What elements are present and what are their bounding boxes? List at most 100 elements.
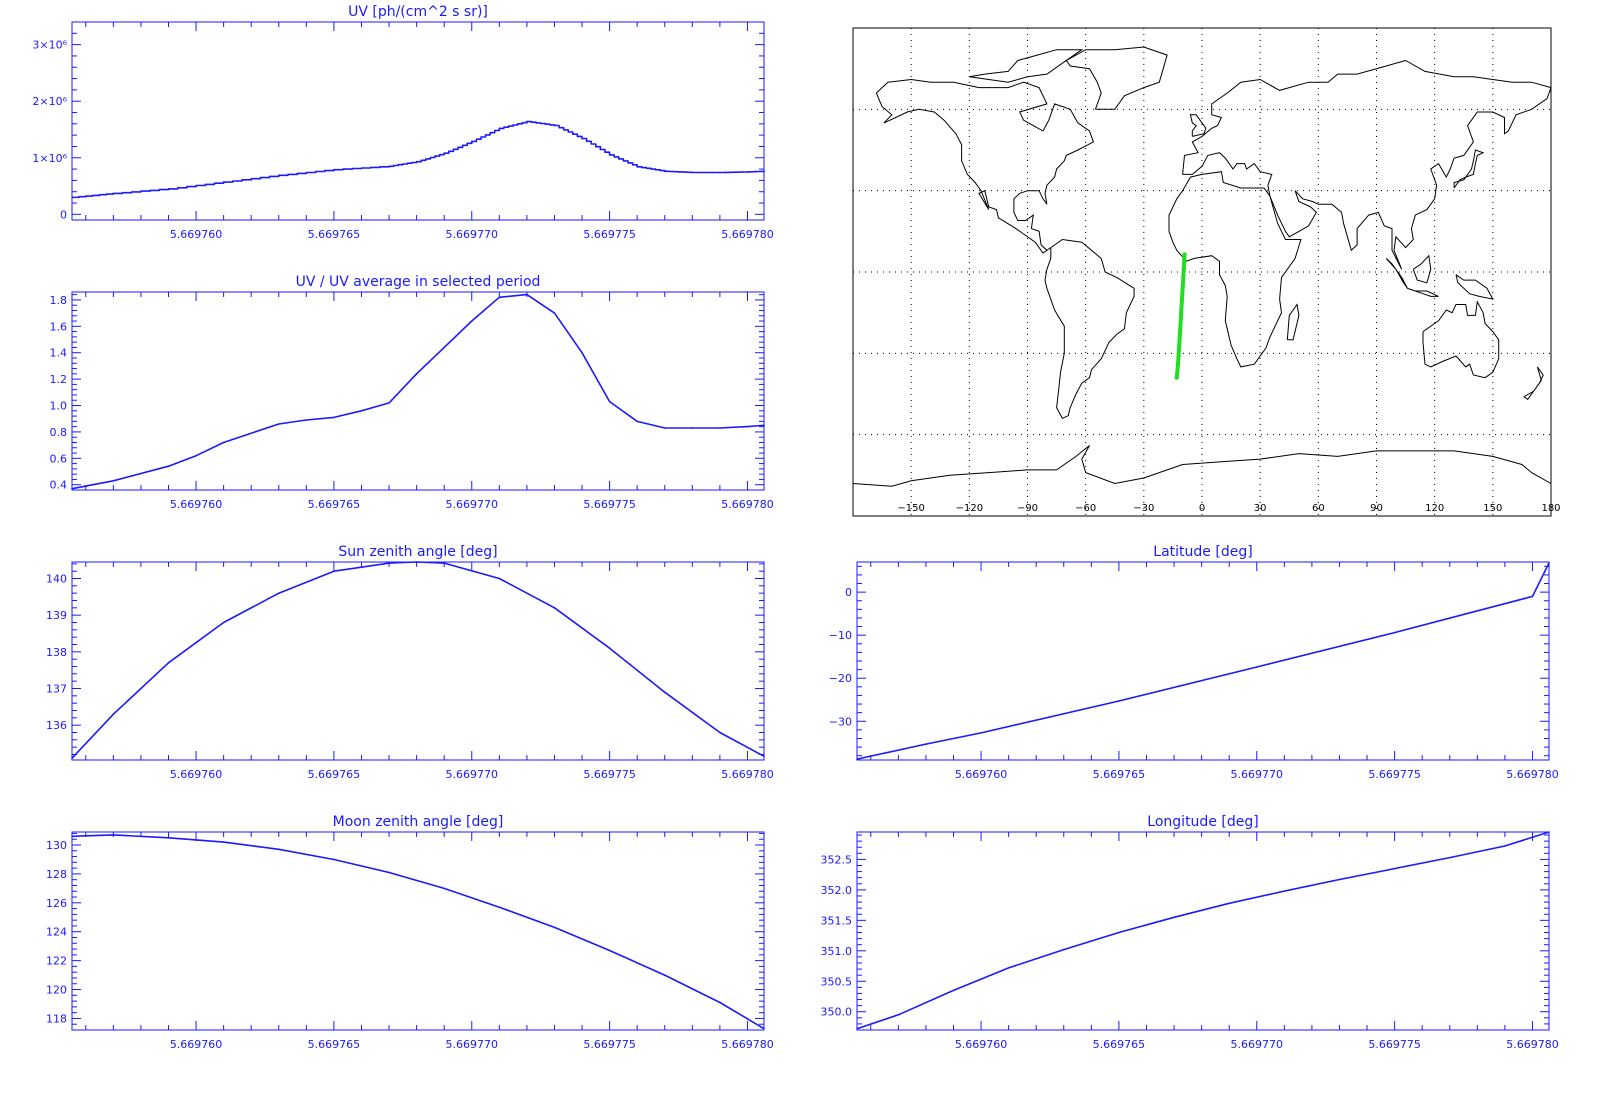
data-point xyxy=(1393,867,1396,870)
y-tick-label: 1×10⁶ xyxy=(32,152,67,165)
data-point xyxy=(277,423,280,425)
world-map-panel: −150 −120 −90 −60 −30 0 30 60 90 120 150 180 xyxy=(852,27,1561,517)
track-point xyxy=(1181,267,1186,272)
x-tick-label: 5.669760 xyxy=(170,1038,223,1051)
plot-frame xyxy=(71,561,765,761)
x-tick-label: 5.669770 xyxy=(446,1038,499,1051)
chart-title: UV [ph/(cm^2 s sr)] xyxy=(348,4,488,20)
data-point xyxy=(1531,595,1534,598)
data-point xyxy=(112,713,115,715)
series-line xyxy=(71,561,765,759)
map-lon-tick-label: −120 xyxy=(956,503,983,514)
data-point xyxy=(553,124,556,127)
data-point xyxy=(167,836,170,839)
data-point xyxy=(763,1027,765,1030)
y-tick-label: 352.0 xyxy=(821,884,853,897)
x-tick-label: 5.669770 xyxy=(446,498,499,511)
x-tick-label: 5.669765 xyxy=(1093,768,1146,781)
chart-longitude: Longitude [deg] 5.669760 5.669765 5.669770 5… xyxy=(821,814,1559,1051)
x-tick-label: 5.669760 xyxy=(170,768,223,781)
data-point xyxy=(1062,948,1065,951)
x-tick-label: 5.669775 xyxy=(1368,768,1421,781)
y-tick-label: 120 xyxy=(46,984,67,997)
data-point xyxy=(71,487,73,490)
data-point xyxy=(1007,967,1010,969)
map-lon-tick-label: 90 xyxy=(1370,503,1383,514)
data-point xyxy=(333,416,335,419)
data-point xyxy=(443,562,445,564)
data-point xyxy=(746,425,749,428)
chart-panels: UV [ph/(cm^2 s sr)] 5.669760 5.669765 5.669… xyxy=(32,4,1558,1051)
data-point xyxy=(250,432,253,435)
data-point xyxy=(763,424,765,427)
data-point xyxy=(746,171,749,173)
x-tick-label: 5.669775 xyxy=(583,228,636,241)
map-lon-tick-label: −60 xyxy=(1075,503,1096,514)
x-tick-label: 5.669760 xyxy=(170,498,223,511)
data-point xyxy=(222,181,225,183)
data-point xyxy=(388,562,390,564)
data-point xyxy=(663,974,666,976)
data-point xyxy=(167,465,170,468)
y-tick-label: 351.5 xyxy=(821,914,853,927)
x-tick-label: 5.669765 xyxy=(308,228,361,241)
data-point xyxy=(856,1027,858,1030)
y-tick-label: −30 xyxy=(829,715,852,728)
data-point xyxy=(1393,631,1396,634)
plot-frame xyxy=(71,291,765,491)
map-lon-tick-label: 150 xyxy=(1483,503,1502,514)
track-point xyxy=(1177,332,1182,337)
data-point xyxy=(553,312,556,314)
map-lon-tick-label: 60 xyxy=(1312,503,1325,514)
x-tick-label: 5.669775 xyxy=(583,1038,636,1051)
data-point xyxy=(277,848,280,851)
chart-title: UV / UV average in selected period xyxy=(296,274,541,290)
data-point xyxy=(277,174,280,177)
data-point xyxy=(856,758,858,760)
data-point xyxy=(333,858,335,861)
x-tick-label: 5.669780 xyxy=(721,228,774,241)
map-lon-tick-label: −30 xyxy=(1133,503,1154,514)
data-point xyxy=(526,293,528,296)
data-point xyxy=(470,140,473,143)
y-tick-label: 136 xyxy=(46,719,67,732)
x-tick-label: 5.669775 xyxy=(583,498,636,511)
track-point xyxy=(1176,348,1181,353)
x-tick-label: 5.669765 xyxy=(308,498,361,511)
data-point xyxy=(71,757,73,759)
y-tick-label: 140 xyxy=(46,573,67,586)
coastline-indonesia xyxy=(1385,258,1439,297)
data-point xyxy=(553,926,556,929)
data-point xyxy=(498,296,501,299)
data-point xyxy=(498,906,501,908)
data-point xyxy=(1118,700,1120,702)
chart-moon_zenith: Moon zenith angle [deg] 5.669760 5.669765 5… xyxy=(46,814,774,1051)
coastline-australia xyxy=(1422,300,1500,379)
y-tick-label: 124 xyxy=(46,926,67,939)
data-point xyxy=(415,160,418,163)
y-tick-label: −20 xyxy=(829,672,852,685)
x-tick-label: 5.669780 xyxy=(721,498,774,511)
x-tick-label: 5.669765 xyxy=(308,1038,361,1051)
track-point xyxy=(1174,375,1179,380)
data-point xyxy=(333,570,335,572)
map-frame xyxy=(852,27,1552,517)
y-tick-label: 1.6 xyxy=(50,320,68,333)
y-tick-label: 352.5 xyxy=(821,853,853,866)
data-point xyxy=(360,410,363,412)
data-point xyxy=(388,165,390,168)
series-line xyxy=(71,293,765,490)
y-tick-label: 139 xyxy=(46,609,67,622)
data-point xyxy=(1228,902,1230,905)
data-point xyxy=(608,400,611,403)
x-tick-label: 5.669775 xyxy=(583,768,636,781)
data-point xyxy=(222,441,225,444)
x-tick-label: 5.669760 xyxy=(955,768,1008,781)
coastline-japan xyxy=(1453,149,1485,189)
map-lon-tick-label: 30 xyxy=(1254,503,1267,514)
chart-title: Latitude [deg] xyxy=(1153,544,1252,560)
x-tick-label: 5.669770 xyxy=(446,768,499,781)
data-point xyxy=(925,743,927,745)
data-point xyxy=(305,419,308,421)
